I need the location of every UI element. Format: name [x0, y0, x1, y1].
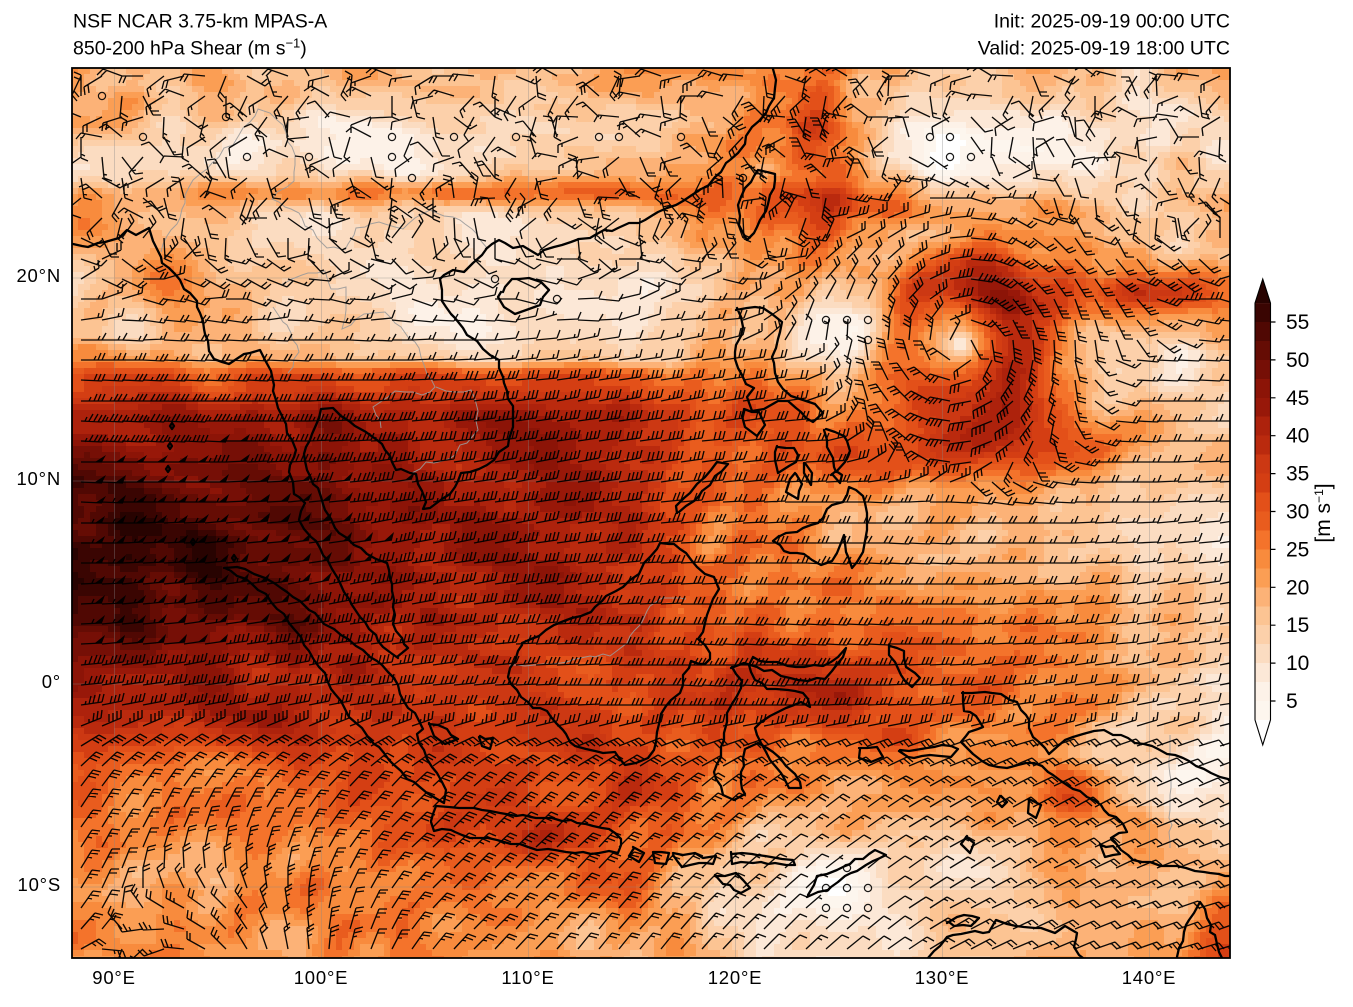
svg-text:0°: 0°: [42, 671, 61, 692]
svg-text:25: 25: [1286, 538, 1309, 561]
svg-text:40: 40: [1286, 425, 1309, 448]
svg-text:100°E: 100°E: [294, 967, 349, 988]
svg-text:90°E: 90°E: [92, 967, 136, 988]
svg-text:120°E: 120°E: [708, 967, 763, 988]
svg-text:Init: 2025-09-19 00:00 UTC: Init: 2025-09-19 00:00 UTC: [994, 11, 1230, 33]
svg-text:NSF NCAR 3.75-km MPAS-A: NSF NCAR 3.75-km MPAS-A: [73, 11, 327, 33]
svg-text:15: 15: [1286, 614, 1309, 637]
svg-text:850-200 hPa Shear (m s−1): 850-200 hPa Shear (m s−1): [73, 35, 307, 60]
svg-text:20: 20: [1286, 576, 1309, 599]
svg-text:130°E: 130°E: [915, 967, 970, 988]
svg-text:45: 45: [1286, 387, 1309, 410]
svg-text:30: 30: [1286, 501, 1309, 524]
svg-text:35: 35: [1286, 463, 1309, 486]
svg-text:10°S: 10°S: [17, 874, 61, 895]
svg-text:5: 5: [1286, 690, 1298, 713]
svg-text:20°N: 20°N: [16, 265, 61, 286]
svg-text:55: 55: [1286, 311, 1309, 334]
svg-text:140°E: 140°E: [1122, 967, 1177, 988]
svg-text:Valid: 2025-09-19 18:00 UTC: Valid: 2025-09-19 18:00 UTC: [978, 38, 1230, 60]
svg-text:50: 50: [1286, 349, 1309, 372]
svg-text:10°N: 10°N: [16, 468, 61, 489]
svg-text:110°E: 110°E: [501, 967, 554, 988]
svg-text:10: 10: [1286, 652, 1309, 675]
